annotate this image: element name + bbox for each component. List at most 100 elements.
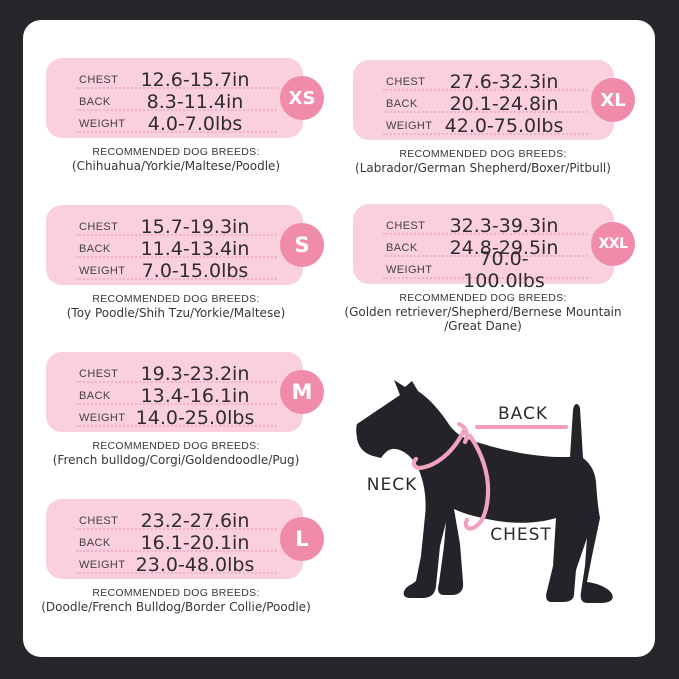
recommended-title: RECOMMENDED DOG BREEDS: bbox=[92, 293, 260, 305]
size-badge-xl: XL bbox=[591, 78, 635, 122]
chest-label: CHEST bbox=[79, 515, 119, 527]
back-row: BACK 8.3-11.4in bbox=[46, 91, 303, 113]
chest-row: CHEST 12.6-15.7in bbox=[46, 69, 303, 91]
back-row: BACK 13.4-16.1in bbox=[46, 385, 303, 407]
size-card-m: CHEST 19.3-23.2in BACK 13.4-16.1in WEIGHT 1… bbox=[46, 352, 324, 432]
back-label: BACK bbox=[79, 96, 111, 108]
chest-row: CHEST 27.6-32.3in bbox=[353, 71, 614, 93]
chest-value: 19.3-23.2in bbox=[140, 363, 250, 385]
breeds-text: (French bulldog/Corgi/Goldendoodle/Pug) bbox=[52, 453, 300, 467]
back-value: 24.8-29.5in bbox=[449, 237, 559, 259]
dotted-leader bbox=[76, 528, 277, 530]
dotted-leader bbox=[76, 109, 277, 111]
back-value: 20.1-24.8in bbox=[449, 93, 559, 115]
dotted-leader bbox=[76, 425, 277, 427]
recommended-title: RECOMMENDED DOG BREEDS: bbox=[92, 587, 260, 599]
back-label: BACK bbox=[386, 242, 418, 254]
recommended-title: RECOMMENDED DOG BREEDS: bbox=[399, 292, 567, 304]
size-block-s: CHEST 15.7-19.3in BACK 11.4-13.4in WEIGHT 7… bbox=[26, 205, 326, 320]
breeds-text: (Toy Poodle/Shih Tzu/Yorkie/Maltese) bbox=[66, 306, 286, 320]
weight-row: WEIGHT 4.0-7.0lbs bbox=[46, 113, 303, 135]
dotted-leader bbox=[76, 256, 277, 258]
weight-value: 23.0-48.0lbs bbox=[135, 554, 255, 576]
size-card-s: CHEST 15.7-19.3in BACK 11.4-13.4in WEIGHT 7… bbox=[46, 205, 324, 285]
back-row: BACK 16.1-20.1in bbox=[46, 532, 303, 554]
size-block-l: CHEST 23.2-27.6in BACK 16.1-20.1in WEIGHT 2… bbox=[26, 499, 326, 614]
back-value: 8.3-11.4in bbox=[146, 91, 244, 113]
weight-value: 4.0-7.0lbs bbox=[147, 113, 243, 135]
diagram-back-label: BACK bbox=[497, 404, 549, 424]
weight-label: WEIGHT bbox=[79, 412, 126, 424]
back-label: BACK bbox=[386, 98, 418, 110]
dog-silhouette-diagram bbox=[356, 380, 613, 603]
chest-value: 27.6-32.3in bbox=[449, 71, 559, 93]
dotted-leader bbox=[383, 111, 588, 113]
size-card-l: CHEST 23.2-27.6in BACK 16.1-20.1in WEIGHT 2… bbox=[46, 499, 324, 579]
weight-label: WEIGHT bbox=[79, 265, 126, 277]
size-badge-l: L bbox=[280, 517, 324, 561]
weight-row: WEIGHT 14.0-25.0lbs bbox=[46, 407, 303, 429]
size-badge-xxl: XXL bbox=[591, 222, 635, 266]
weight-row: WEIGHT 23.0-48.0lbs bbox=[46, 554, 303, 576]
chest-row: CHEST 32.3-39.3in bbox=[353, 215, 614, 237]
weight-label: WEIGHT bbox=[386, 264, 433, 276]
chest-value: 23.2-27.6in bbox=[140, 510, 250, 532]
dotted-leader bbox=[383, 133, 588, 135]
size-badge-s: S bbox=[280, 223, 324, 267]
chest-row: CHEST 19.3-23.2in bbox=[46, 363, 303, 385]
breeds-text: (Golden retriever/Shepherd/Bernese Mount… bbox=[344, 305, 622, 333]
chest-value: 32.3-39.3in bbox=[449, 215, 559, 237]
chest-label: CHEST bbox=[79, 221, 119, 233]
breeds-text: (Labrador/German Shepherd/Boxer/Pitbull) bbox=[355, 161, 611, 175]
recommended-title: RECOMMENDED DOG BREEDS: bbox=[92, 146, 260, 158]
weight-row: WEIGHT 7.0-15.0lbs bbox=[46, 260, 303, 282]
back-row: BACK 24.8-29.5in bbox=[353, 237, 614, 259]
weight-value: 7.0-15.0lbs bbox=[141, 260, 249, 282]
breeds-text: (Doodle/French Bulldog/Border Collie/Poo… bbox=[41, 600, 311, 614]
dotted-leader bbox=[383, 233, 588, 235]
size-block-xs: CHEST 12.6-15.7in BACK 8.3-11.4in WEIGHT 4.… bbox=[26, 58, 326, 173]
recommended-title: RECOMMENDED DOG BREEDS: bbox=[92, 440, 260, 452]
diagram-neck-label: NECK bbox=[366, 475, 418, 495]
chest-label: CHEST bbox=[79, 368, 119, 380]
chest-row: CHEST 15.7-19.3in bbox=[46, 216, 303, 238]
weight-label: WEIGHT bbox=[79, 559, 126, 571]
size-badge-m: M bbox=[280, 370, 324, 414]
recommended-title: RECOMMENDED DOG BREEDS: bbox=[399, 148, 567, 160]
dotted-leader bbox=[76, 131, 277, 133]
breeds-text: (Chihuahua/Yorkie/Maltese/Poodle) bbox=[71, 159, 281, 173]
weight-value: 42.0-75.0lbs bbox=[444, 115, 564, 137]
chest-label: CHEST bbox=[386, 220, 426, 232]
harness-neck-strap bbox=[411, 427, 467, 471]
dotted-leader bbox=[76, 278, 277, 280]
weight-row: WEIGHT 70.0-100.0lbs bbox=[353, 248, 614, 292]
size-block-xxl: CHEST 32.3-39.3in BACK 24.8-29.5in WEIGHT 7… bbox=[333, 204, 635, 333]
dotted-leader bbox=[76, 87, 277, 89]
weight-value: 70.0-100.0lbs bbox=[463, 248, 545, 292]
back-value: 13.4-16.1in bbox=[140, 385, 250, 407]
back-row: BACK 20.1-24.8in bbox=[353, 93, 614, 115]
chest-label: CHEST bbox=[79, 74, 119, 86]
dotted-leader bbox=[76, 381, 277, 383]
back-label: BACK bbox=[79, 537, 111, 549]
back-value: 16.1-20.1in bbox=[140, 532, 250, 554]
chest-label: CHEST bbox=[386, 76, 426, 88]
size-block-m: CHEST 19.3-23.2in BACK 13.4-16.1in WEIGHT 1… bbox=[26, 352, 326, 467]
dotted-leader bbox=[383, 89, 588, 91]
chest-value: 12.6-15.7in bbox=[140, 69, 250, 91]
weight-label: WEIGHT bbox=[79, 118, 126, 130]
chest-value: 15.7-19.3in bbox=[140, 216, 250, 238]
dotted-leader bbox=[76, 403, 277, 405]
dotted-leader bbox=[383, 277, 588, 279]
dotted-leader bbox=[383, 255, 588, 257]
back-label: BACK bbox=[79, 390, 111, 402]
back-row: BACK 11.4-13.4in bbox=[46, 238, 303, 260]
size-badge-xs: XS bbox=[280, 76, 324, 120]
size-block-xl: CHEST 27.6-32.3in BACK 20.1-24.8in WEIGHT 4… bbox=[333, 60, 635, 175]
harness-neck-strap-top bbox=[456, 421, 469, 445]
dotted-leader bbox=[76, 572, 277, 574]
weight-row: WEIGHT 42.0-75.0lbs bbox=[353, 115, 614, 137]
size-card-xs: CHEST 12.6-15.7in BACK 8.3-11.4in WEIGHT 4.… bbox=[46, 58, 324, 138]
dotted-leader bbox=[76, 234, 277, 236]
back-value: 11.4-13.4in bbox=[140, 238, 250, 260]
